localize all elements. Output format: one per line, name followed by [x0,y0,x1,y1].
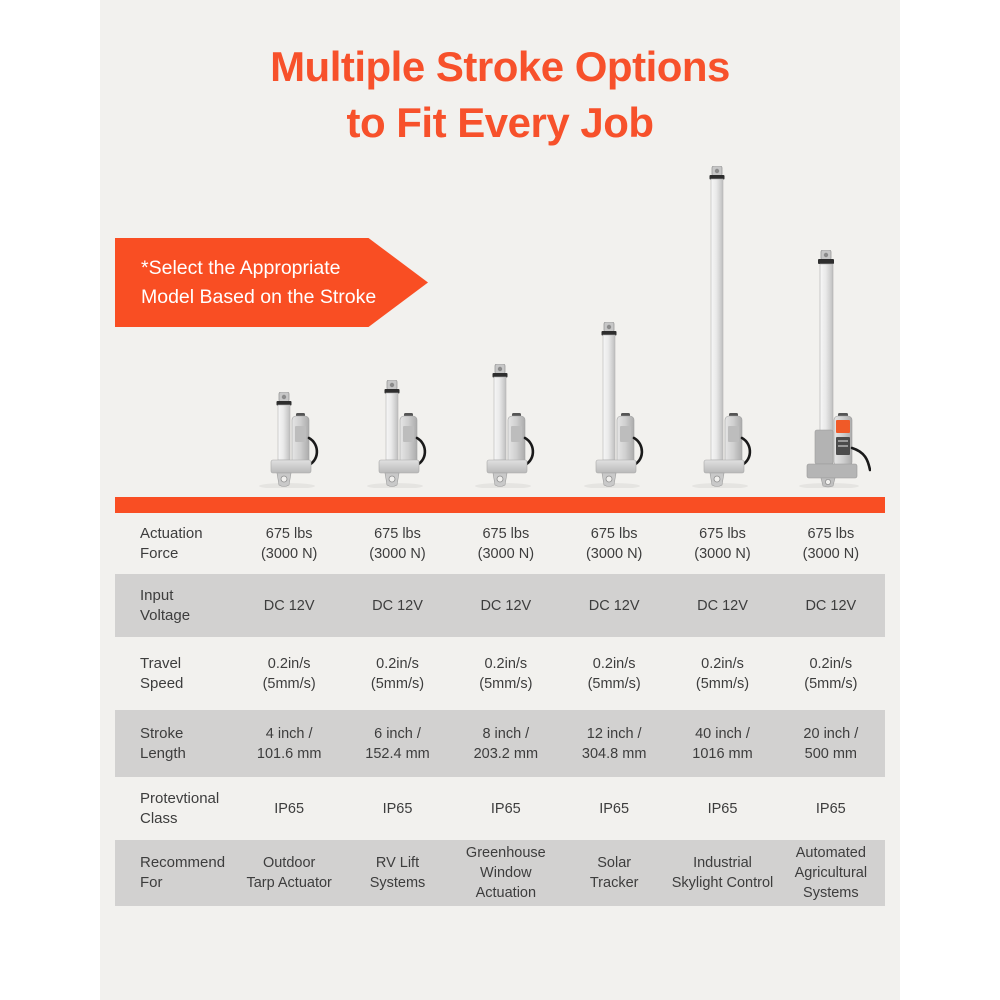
spec-cell: 675 lbs (3000 N) [694,525,751,562]
row-label: Stroke Length [140,724,186,762]
spec-cell: 8 inch / 203.2 mm [473,725,539,762]
spec-cell: IP65 [382,800,413,817]
spec-cell: 6 inch / 152.4 mm [365,725,430,762]
linear-actuator-8-inch-image [475,364,535,488]
spec-cell: DC 12V [372,597,423,614]
spec-cell: 675 lbs (3000 N) [260,525,318,562]
spec-cell: 675 lbs (3000 N) [369,525,426,562]
linear-actuator-20-inch-image [799,250,871,488]
spec-cell: DC 12V [588,597,640,614]
row-label: Input Voltage [140,586,191,624]
spec-cell: 4 inch / 101.6 mm [256,725,322,762]
spec-cell: IP65 [599,800,630,817]
spec-cell: DC 12V [480,597,532,614]
banner-text: *Select the Appropriate Model Based on t… [141,256,377,308]
spec-cell: IP65 [707,800,738,817]
spec-cell: 0.2in/s (5mm/s) [262,655,316,692]
table-row-input-voltage: Input Voltage DC 12V DC 12V DC 12V DC 12… [115,574,885,637]
linear-actuator-40-inch-image [692,166,752,488]
spec-cell: Automated Agricultural Systems [794,845,868,901]
spec-cell: 40 inch / 1016 mm [692,725,753,762]
table-row-travel-speed: Travel Speed 0.2in/s (5mm/s) 0.2in/s (5m… [115,637,885,710]
table-row-stroke-length: Stroke Length 4 inch / 101.6 mm 6 inch /… [115,710,885,777]
spec-cell: 20 inch / 500 mm [803,725,859,762]
spec-cell: 675 lbs (3000 N) [585,525,643,562]
row-label: Protevtional Class [140,789,220,827]
select-model-banner: *Select the Appropriate Model Based on t… [115,238,428,327]
spec-cell: RV Lift Systems [369,855,426,891]
page-title: Multiple Stroke Options to Fit Every Job [270,43,730,146]
spec-cell: DC 12V [263,597,315,614]
spec-cell: IP65 [274,800,305,817]
spec-cell: DC 12V [805,597,857,614]
spec-cell: 675 lbs (3000 N) [802,525,860,562]
spec-cell: 12 inch / 304.8 mm [581,725,647,762]
spec-cell: 675 lbs (3000 N) [477,525,535,562]
table-row-protection-class: Protevtional Class IP65 IP65 IP65 IP65 I… [115,777,885,840]
specification-table: Actuation Force 675 lbs (3000 N) 675 lbs… [115,513,885,906]
spec-cell: IP65 [490,800,521,817]
row-label: Recommend For [140,854,226,891]
spec-cell: IP65 [815,800,846,817]
spec-cell: Solar Tracker [589,855,639,891]
spec-cell: Outdoor Tarp Actuator [246,855,332,891]
spec-cell: Industrial Skylight Control [671,855,774,891]
spec-cell: 0.2in/s (5mm/s) [587,655,641,692]
orange-divider-bar [115,497,885,513]
spec-cell: 0.2in/s (5mm/s) [479,655,533,692]
spec-cell: 0.2in/s (5mm/s) [370,655,425,692]
table-row-recommend-for: Recommend For Outdoor Tarp Actuator RV L… [115,840,885,906]
table-row-actuation-force: Actuation Force 675 lbs (3000 N) 675 lbs… [115,513,885,574]
row-label: Actuation Force [140,524,203,562]
linear-actuator-6-inch-image [367,380,427,488]
row-label: Travel Speed [140,654,184,692]
spec-cell: Greenhouse Window Actuation [465,845,546,901]
spec-cell: DC 12V [697,597,748,614]
linear-actuator-4-inch-image [259,392,319,488]
linear-actuator-12-inch-image [584,322,644,488]
spec-cell: 0.2in/s (5mm/s) [804,655,858,692]
spec-cell: 0.2in/s (5mm/s) [695,655,750,692]
infographic-panel: Multiple Stroke Options to Fit Every Job… [100,0,900,1000]
